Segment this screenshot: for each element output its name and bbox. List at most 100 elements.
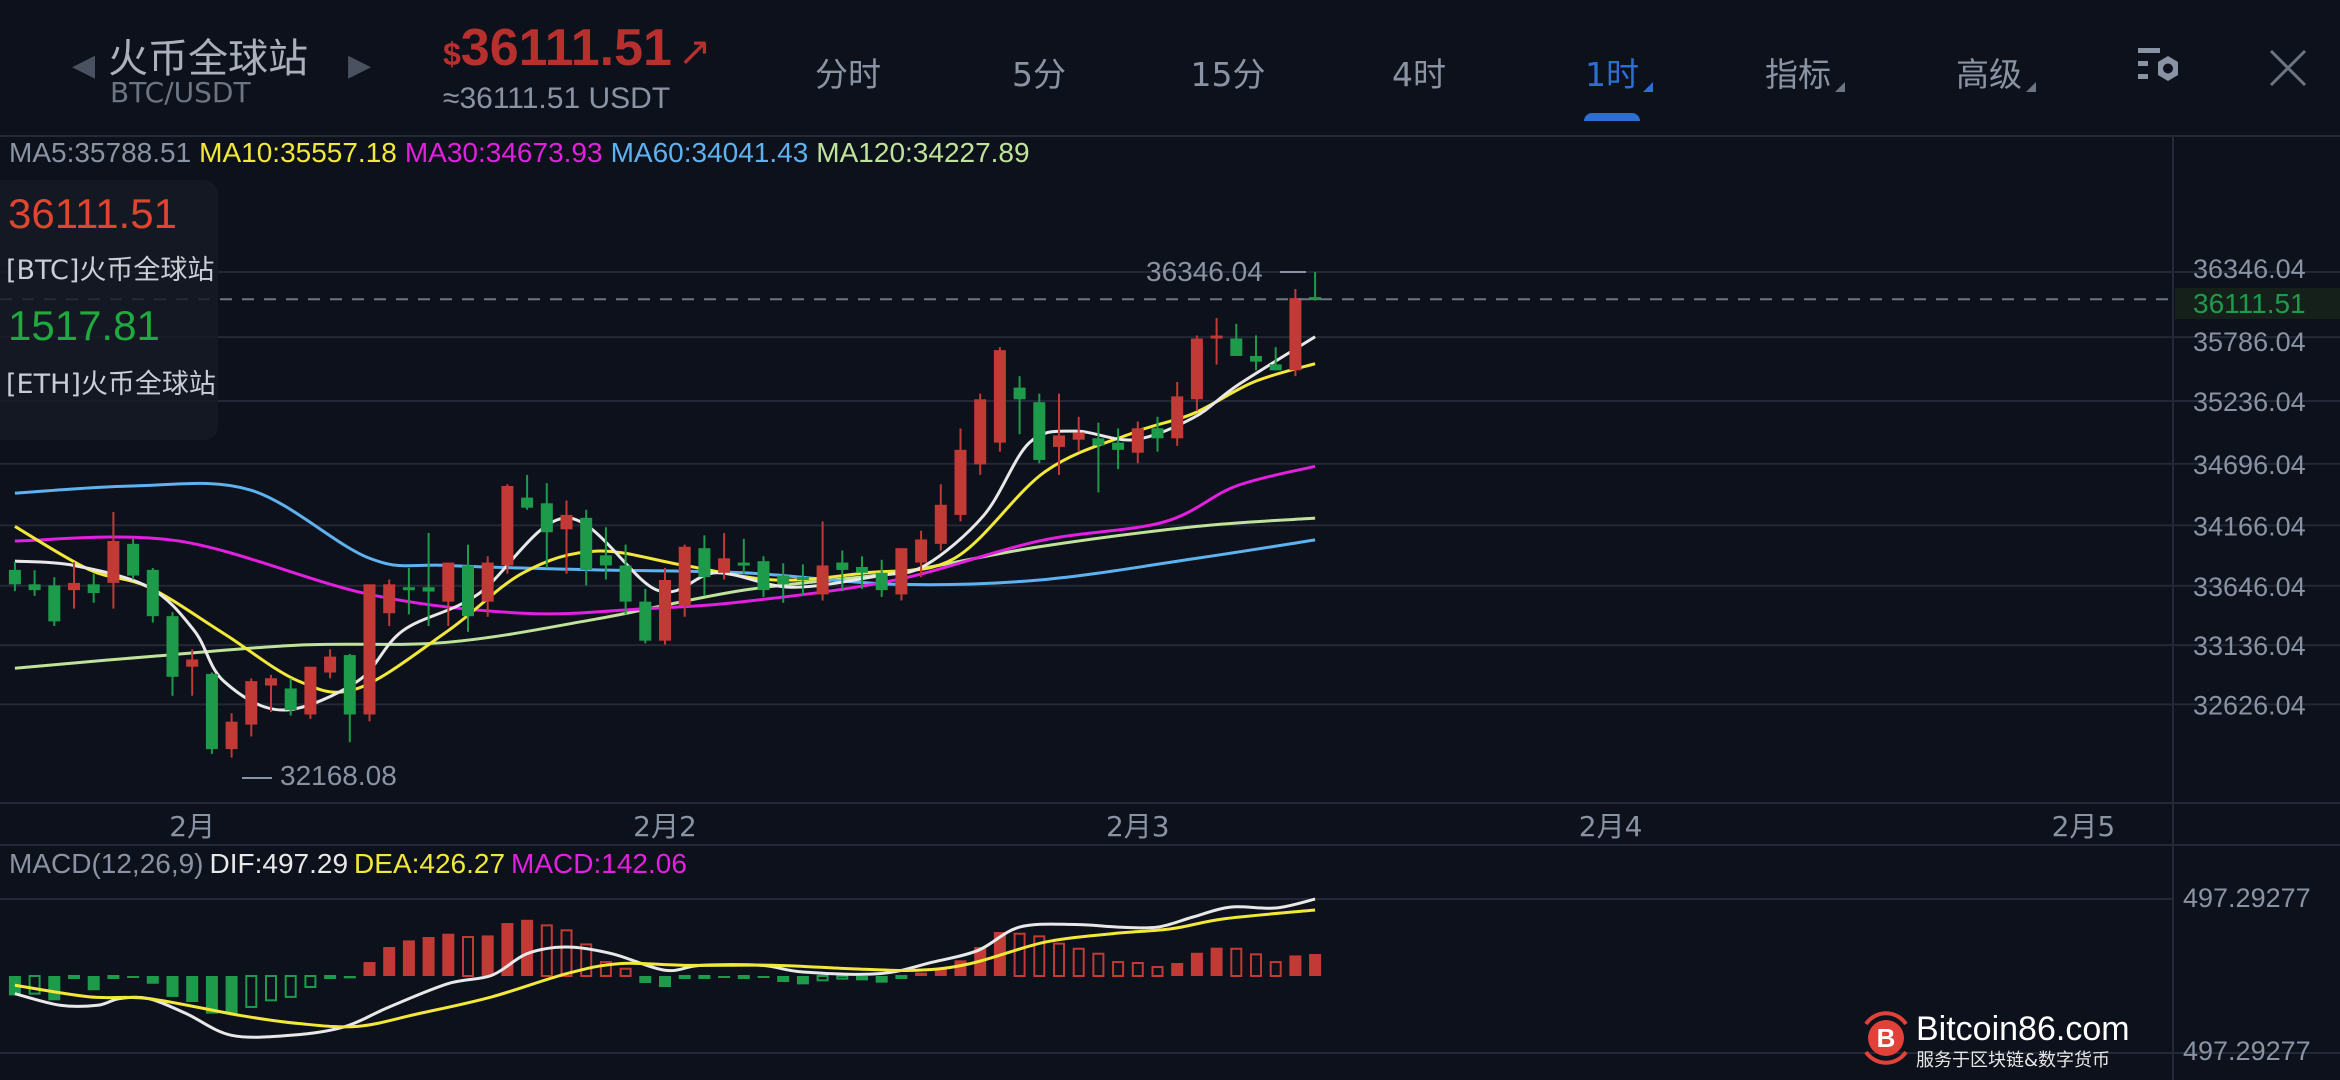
tab-0[interactable]: 分时: [815, 48, 881, 96]
tab-2[interactable]: 15分: [1191, 48, 1266, 96]
macd-bar: [1230, 947, 1243, 977]
candle: [875, 559, 888, 597]
candle: [678, 544, 691, 617]
ma10-line: [14, 362, 1316, 694]
price-tick-label: 34166.04: [2193, 511, 2306, 541]
macd-bar: [895, 975, 908, 979]
candle: [186, 649, 199, 696]
macd-legend: MACD(12,26,9) DIF:497.29 DEA:426.27 MACD:14…: [9, 848, 693, 880]
macd-bar: [678, 975, 691, 979]
candle-body: [678, 546, 691, 607]
bitcoin86-logo: B: [1860, 1010, 1912, 1070]
eth-overlay-name: [ETH]火币全球站: [6, 369, 216, 400]
exchange-title: 火币全球站: [108, 36, 308, 82]
price-tick-label: 35786.04: [2193, 327, 2306, 357]
dropdown-triangle-icon: [1835, 82, 1845, 92]
candle-body: [402, 587, 415, 591]
candle-body: [915, 539, 928, 563]
active-tab-indicator: [1584, 113, 1640, 121]
candle: [363, 584, 376, 722]
macd-bar: [875, 976, 888, 983]
candle: [757, 556, 770, 597]
candle-body: [383, 584, 396, 614]
macd-bar: [698, 975, 711, 979]
candle-body: [856, 566, 868, 573]
candle-body: [68, 582, 80, 591]
macd-bar: [1309, 954, 1322, 976]
tab-label: 高级: [1956, 55, 2022, 94]
macd-bar: [422, 936, 435, 976]
candle: [737, 538, 750, 574]
prev-pair-arrow-icon[interactable]: ◀: [72, 48, 96, 83]
macd-bar: [481, 935, 494, 976]
candle-body: [659, 580, 671, 641]
chart-settings-icon[interactable]: [2138, 48, 2184, 92]
price-usdt: ≈36111.51 USDT: [443, 82, 671, 115]
date-tick-label: 2月2: [633, 810, 697, 843]
close-icon[interactable]: [2268, 48, 2308, 92]
candle-body: [1112, 442, 1125, 450]
tab-5[interactable]: 指标: [1765, 48, 1845, 96]
macd-bar: [954, 960, 967, 976]
ma60-line: [14, 481, 1316, 587]
macd-bar: [639, 976, 652, 983]
macd-bar: [166, 976, 179, 997]
candle-body: [481, 562, 494, 602]
current-price-label: 36111.51: [2193, 288, 2306, 319]
macd-bar: [442, 933, 455, 976]
candle: [777, 563, 790, 603]
macd-bar: [599, 961, 612, 977]
tab-4[interactable]: 1时: [1585, 48, 1653, 96]
macd-bar: [737, 975, 750, 979]
watermark-name: Bitcoin86.com: [1916, 1010, 2130, 1048]
next-pair-arrow-icon[interactable]: ▶: [348, 48, 372, 83]
macd-bar: [462, 935, 474, 978]
candle: [1013, 376, 1026, 435]
candle-body: [462, 565, 474, 617]
candle-body: [422, 587, 435, 592]
candle-body: [718, 558, 731, 573]
candle-body: [737, 562, 750, 566]
macd-bar: [28, 975, 41, 995]
macd-bar: [1053, 942, 1065, 978]
macd-bar: [619, 967, 632, 977]
candle-body: [619, 565, 632, 602]
macd-bar: [836, 975, 849, 980]
candle: [1092, 422, 1105, 493]
candle-body: [28, 584, 41, 591]
candle-body: [1250, 355, 1262, 362]
candle: [1131, 421, 1144, 464]
tab-1[interactable]: 5分: [1012, 48, 1066, 96]
macd-bar: [560, 929, 573, 978]
macd-bar: [304, 975, 317, 988]
candle: [48, 577, 61, 627]
macd-bar: [1289, 955, 1302, 976]
candle-body: [48, 585, 61, 622]
price-tick-label: 33136.04: [2193, 631, 2306, 661]
macd-bar: [1072, 947, 1085, 977]
candle: [1151, 416, 1164, 452]
candle-body: [895, 548, 908, 595]
macd-bar: [1013, 932, 1026, 977]
min-price-label: 32168.08: [280, 760, 397, 791]
btc-overlay-name: [BTC]火币全球站: [6, 255, 215, 286]
candle-body: [1072, 432, 1085, 440]
arrow-up-right-icon: ↗: [677, 30, 712, 74]
price-value: 36111.51: [460, 19, 672, 77]
candle: [442, 562, 455, 627]
macd-top-label: 497.29277: [2183, 883, 2311, 913]
candle-body: [639, 601, 652, 641]
candle: [1289, 288, 1302, 377]
candle: [1053, 393, 1065, 475]
candle-body: [127, 543, 140, 576]
macd-bar: [284, 975, 297, 998]
dropdown-triangle-icon: [2026, 82, 2036, 92]
macd-bar: [816, 975, 829, 982]
tab-3[interactable]: 4时: [1392, 48, 1446, 96]
macd-bar: [402, 940, 415, 976]
candle-body: [521, 497, 534, 508]
candle: [1309, 272, 1322, 301]
tab-6[interactable]: 高级: [1956, 48, 2036, 96]
candle: [422, 533, 435, 627]
